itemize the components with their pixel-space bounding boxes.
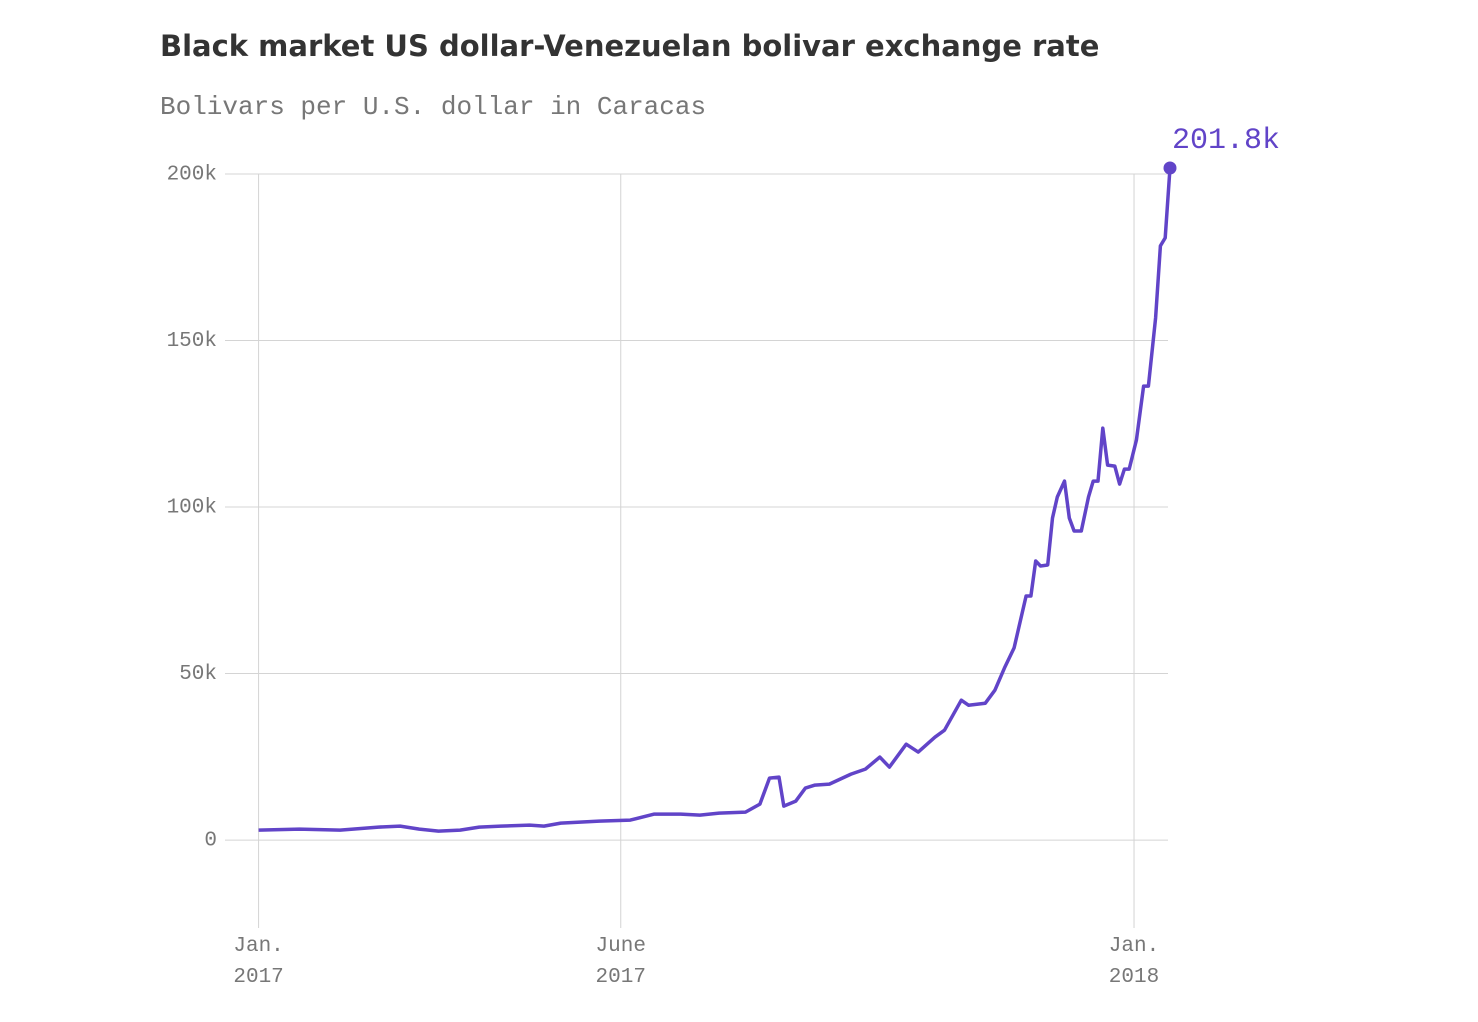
x-tick-label-line: 2017 xyxy=(596,966,646,989)
x-tick-label-line: Jan. xyxy=(233,935,283,958)
x-tick-label-line: 2018 xyxy=(1109,966,1159,989)
x-tick-label: Jan. 2017 xyxy=(233,935,283,989)
y-tick-label: 0 xyxy=(204,830,217,853)
chart-title: Black market US dollar-Venezuelan boliva… xyxy=(160,29,1099,63)
y-tick-label: 50k xyxy=(179,663,217,686)
y-tick-label: 100k xyxy=(167,497,217,520)
y-tick-label: 200k xyxy=(167,164,217,187)
value-label: 201.8k xyxy=(1172,124,1280,158)
x-tick-label: June 2017 xyxy=(596,935,646,989)
x-tick-label: Jan. 2018 xyxy=(1109,935,1159,989)
x-tick-label-line: June xyxy=(596,935,646,958)
chart-subtitle: Bolivars per U.S. dollar in Caracas xyxy=(160,92,706,122)
line xyxy=(258,167,1172,833)
y-tick-label: 150k xyxy=(167,330,217,353)
x-tick-label-line: Jan. xyxy=(1109,935,1159,958)
end-point xyxy=(1163,161,1177,175)
x-tick-label-line: 2017 xyxy=(233,966,283,989)
